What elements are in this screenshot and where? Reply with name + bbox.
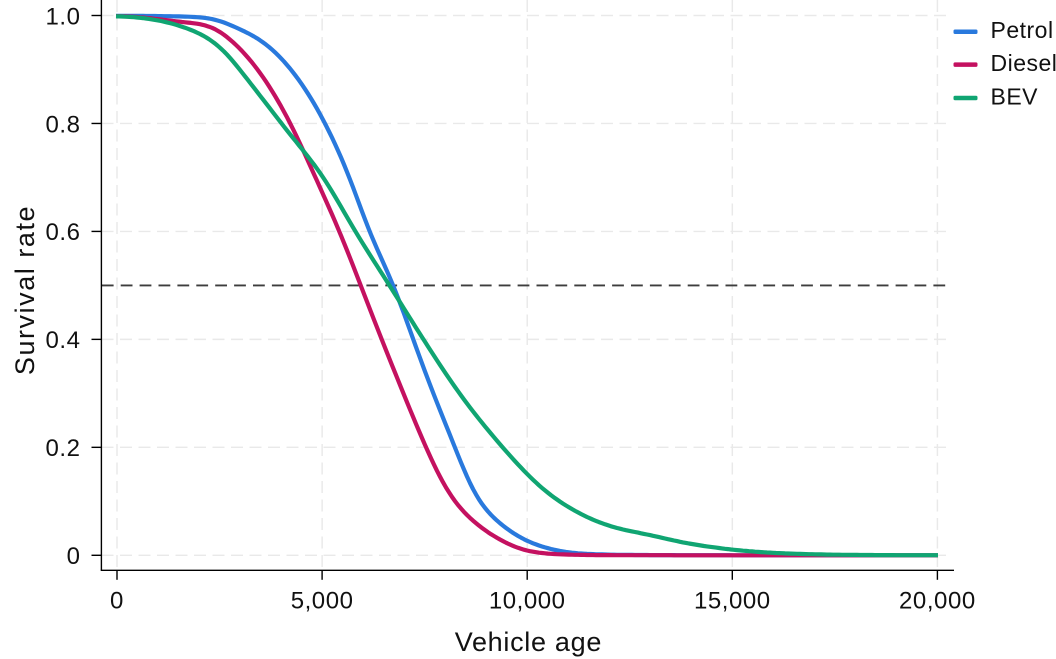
svg-text:5,000: 5,000 (291, 588, 354, 615)
svg-text:1.0: 1.0 (45, 3, 80, 30)
svg-text:0: 0 (110, 588, 124, 615)
svg-text:0.6: 0.6 (45, 219, 80, 246)
svg-text:Diesel: Diesel (991, 50, 1056, 76)
svg-text:0: 0 (67, 543, 81, 570)
svg-text:15,000: 15,000 (694, 588, 771, 615)
svg-text:20,000: 20,000 (899, 588, 976, 615)
svg-text:BEV: BEV (991, 83, 1039, 109)
svg-text:0.2: 0.2 (45, 435, 80, 462)
svg-text:10,000: 10,000 (489, 588, 566, 615)
svg-text:0.4: 0.4 (45, 327, 80, 354)
svg-text:0.8: 0.8 (45, 111, 80, 138)
svg-text:Petrol: Petrol (991, 17, 1054, 43)
svg-text:Vehicle age: Vehicle age (455, 627, 602, 657)
svg-text:Survival rate: Survival rate (10, 205, 40, 375)
